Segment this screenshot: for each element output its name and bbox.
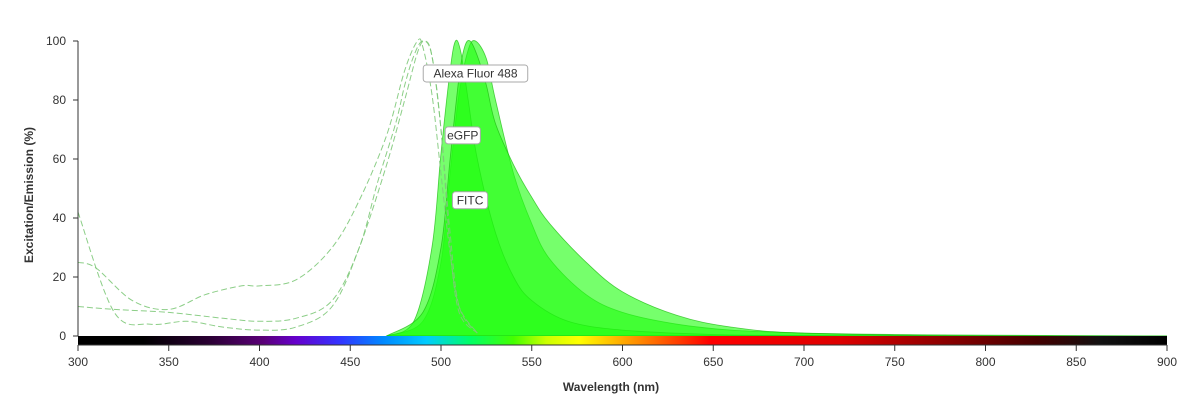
x-tick-label: 650 <box>703 355 723 369</box>
excitation-line-fitc <box>77 40 478 334</box>
excitation-line-egfp <box>77 38 478 334</box>
spectrum-bar <box>78 336 1167 345</box>
series-label-fitc: FITC <box>451 191 489 210</box>
series-label-text: FITC <box>457 193 484 207</box>
series-label-text: Alexa Fluor 488 <box>433 66 517 80</box>
series-label-alexa-fluor-488: Alexa Fluor 488 <box>422 64 529 83</box>
x-tick-label: 700 <box>794 355 814 369</box>
y-tick-label: 0 <box>59 329 66 343</box>
x-tick-label: 550 <box>522 355 542 369</box>
y-tick-label: 40 <box>53 211 67 225</box>
x-tick-label: 900 <box>1157 355 1177 369</box>
series-label-box <box>444 126 481 145</box>
x-tick-label: 800 <box>975 355 995 369</box>
x-tick-label: 450 <box>340 355 360 369</box>
x-tick-label: 600 <box>612 355 632 369</box>
x-axis-title: Wavelength (nm) <box>563 380 659 394</box>
excitation-line-alexa-fluor-488 <box>77 40 478 334</box>
y-ticks: 0 20 40 60 80 100 <box>46 34 78 343</box>
x-tick-label: 350 <box>159 355 179 369</box>
y-tick-label: 60 <box>53 152 67 166</box>
y-tick-label: 100 <box>46 34 66 48</box>
series-label-box <box>422 64 529 83</box>
x-tick-label: 500 <box>431 355 451 369</box>
x-tick-label: 850 <box>1066 355 1086 369</box>
y-tick-label: 80 <box>53 93 67 107</box>
series-label-egfp: eGFP <box>444 126 481 145</box>
x-tick-label: 400 <box>249 355 269 369</box>
emission-area-fitc <box>385 40 1168 337</box>
series-labels: Alexa Fluor 488 eGFP FITC <box>422 64 529 210</box>
x-tick-label: 300 <box>68 355 88 369</box>
x-tick-label: 750 <box>885 355 905 369</box>
y-tick-label: 20 <box>53 270 67 284</box>
series-label-box <box>451 191 489 210</box>
x-ticks: 300 350 400 450 500 550 600 650 700 750 800 850 900 <box>68 345 1177 369</box>
y-axis-title: Excitation/Emission (%) <box>22 127 36 263</box>
series-label-text: eGFP <box>447 128 478 142</box>
